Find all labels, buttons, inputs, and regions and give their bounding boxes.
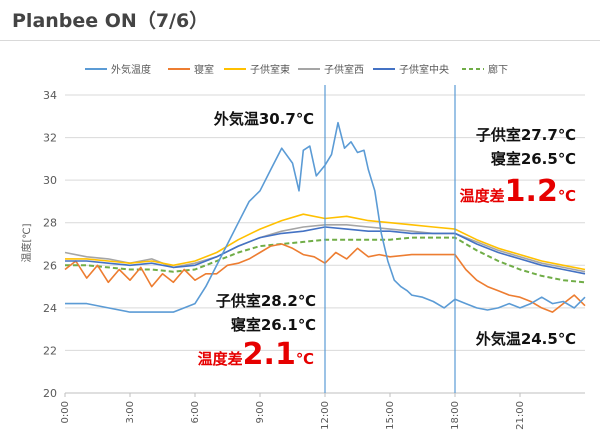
- time-markers: [324, 85, 456, 393]
- annotation-night-diff: 温度差1.2℃: [460, 176, 576, 212]
- legend: 外気温度 寝室 子供室東 子供室西 子供室中央 廊下: [85, 63, 508, 76]
- night-diff-unit: ℃: [557, 187, 576, 205]
- y-tick-label: 28: [43, 217, 57, 230]
- y-axis-label: 温度[℃]: [20, 223, 33, 262]
- title-divider: [0, 40, 600, 41]
- y-tick-labels: 20 22 24 26 28 30 32 34: [43, 89, 57, 400]
- annotation-day-bed: 寝室26.1℃: [230, 316, 316, 334]
- y-tick-label: 32: [43, 132, 57, 145]
- x-tick-label: 21:00: [515, 401, 526, 430]
- day-diff-label: 温度差: [197, 350, 243, 368]
- series-line-outdoor: [65, 121, 586, 313]
- night-diff-value: 1.2: [504, 174, 558, 209]
- annotation-day-diff: 温度差2.1℃: [198, 338, 314, 376]
- day-diff-unit: ℃: [295, 350, 314, 368]
- x-tick-label: 3:00: [125, 401, 136, 423]
- page-title: Planbee ON（7/6）: [12, 10, 209, 32]
- annotation-day-child: 子供室28.2℃: [215, 292, 316, 310]
- series-line-bedroom: [64, 243, 586, 313]
- x-tick-label: 12:00: [320, 401, 331, 430]
- y-tick-label: 20: [43, 387, 57, 400]
- legend-label-bedroom: 寝室: [194, 63, 214, 76]
- legend-label-child_west: 子供室西: [324, 63, 364, 76]
- y-tick-label: 22: [43, 344, 57, 357]
- legend-label-outdoor: 外気温度: [111, 63, 151, 76]
- y-tick-label: 24: [43, 302, 57, 315]
- y-tick-label: 34: [43, 89, 57, 102]
- legend-label-child_east: 子供室東: [250, 63, 290, 76]
- night-diff-label: 温度差: [459, 187, 505, 205]
- x-tick-label: 9:00: [255, 401, 266, 423]
- x-tick-labels: 0:00 3:00 6:00 9:00 12:00 15:00 18:00 21:00: [60, 401, 526, 430]
- legend-label-child_center: 子供室中央: [399, 63, 449, 76]
- annotation-night-outdoor: 外気温24.5℃: [475, 330, 576, 348]
- y-tick-label: 30: [43, 174, 57, 187]
- x-tick-label: 15:00: [385, 401, 396, 430]
- annotation-night-child: 子供室27.7℃: [475, 126, 576, 144]
- annotation-peak-outdoor: 外気温30.7℃: [213, 110, 314, 128]
- legend-label-hallway: 廊下: [488, 63, 508, 76]
- day-diff-value: 2.1: [242, 337, 296, 372]
- y-tick-label: 26: [43, 259, 57, 272]
- annotation-night-bed: 寝室26.5℃: [490, 150, 576, 168]
- x-tick-label: 6:00: [190, 401, 201, 423]
- x-tick-label: 18:00: [450, 401, 461, 430]
- x-tick-label: 0:00: [60, 401, 71, 423]
